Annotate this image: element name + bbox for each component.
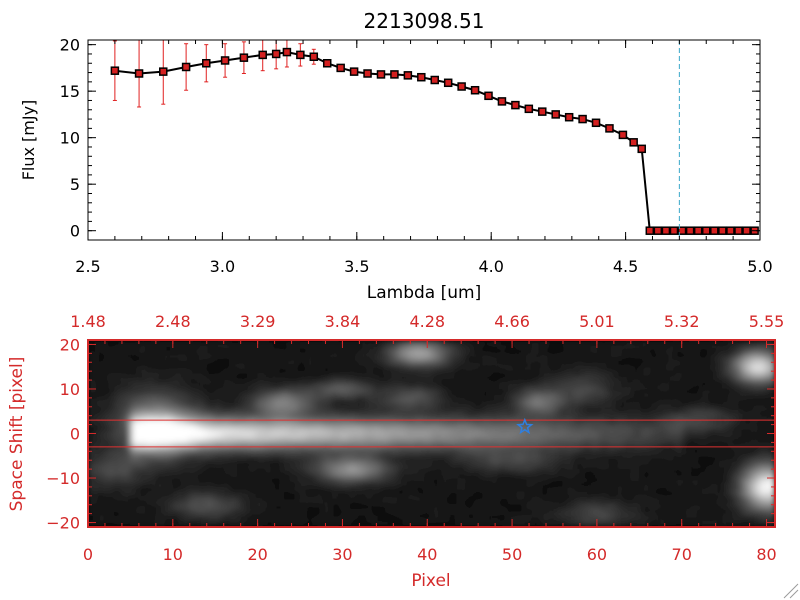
top-wavelength-tick-label: 5.01 (579, 312, 615, 331)
data-point (484, 91, 493, 101)
data-point (718, 226, 727, 235)
y-tick-label: 5 (70, 175, 80, 194)
top-wavelength-tick-label: 1.48 (70, 312, 106, 331)
spectrum-image-pixels (88, 340, 775, 527)
data-point (726, 226, 735, 235)
top-x-axis-label: Lambda [um] (367, 283, 481, 303)
x-tick-label: 30 (332, 545, 352, 564)
data-point (322, 59, 332, 68)
data-point (390, 70, 399, 79)
data-point (220, 56, 230, 65)
data-point (443, 78, 453, 88)
data-point (181, 62, 191, 72)
x-tick-label: 4.5 (613, 257, 638, 276)
x-tick-label: 50 (502, 545, 522, 564)
data-point (538, 107, 547, 116)
x-tick-label: 0 (83, 545, 93, 564)
top-y-axis-label: Flux [mJy] (19, 100, 38, 181)
top-wavelength-tick-label: 3.84 (325, 312, 361, 331)
data-point (349, 67, 359, 76)
top-wavelength-tick-label: 2.48 (155, 312, 191, 331)
x-tick-label: 60 (587, 545, 607, 564)
x-tick-label: 70 (672, 545, 692, 564)
data-point (734, 226, 743, 235)
data-point (701, 226, 711, 235)
data-point (693, 226, 703, 235)
y-tick-label: −10 (46, 469, 80, 488)
data-point (637, 144, 646, 154)
data-point (653, 226, 663, 235)
data-point (309, 52, 319, 61)
data-point (677, 226, 687, 235)
chart-title: 2213098.51 (364, 9, 485, 33)
top-wavelength-tick-label: 5.55 (749, 312, 785, 331)
x-tick-label: 4.0 (478, 257, 503, 276)
data-point (661, 226, 671, 235)
top-plot-frame (87, 39, 761, 241)
data-point (376, 70, 386, 79)
data-point (742, 226, 751, 235)
data-point (511, 100, 520, 110)
data-point (271, 49, 281, 59)
y-tick-label: 0 (70, 425, 80, 444)
data-point (669, 226, 679, 235)
x-tick-label: 40 (417, 545, 437, 564)
data-point (296, 50, 305, 60)
data-point (159, 67, 168, 76)
x-tick-label: 3.5 (344, 257, 369, 276)
y-tick-label: 0 (70, 222, 80, 241)
top-wavelength-tick-label: 3.29 (240, 312, 276, 331)
y-tick-label: 20 (60, 335, 80, 354)
data-point (618, 130, 628, 140)
x-tick-label: 80 (756, 545, 776, 564)
data-point (578, 114, 587, 124)
data-point (403, 71, 413, 80)
y-tick-label: −20 (46, 514, 80, 533)
star-marker (516, 417, 534, 435)
data-point (551, 110, 560, 119)
data-point (645, 226, 655, 235)
data-point (336, 63, 345, 73)
spectrum-image (88, 340, 775, 527)
data-point (564, 112, 574, 122)
top-wavelength-tick-label: 4.66 (494, 312, 530, 331)
bottom-y-axis-label: Space Shift [pixel] (7, 357, 27, 512)
x-tick-label: 3.0 (210, 257, 235, 276)
data-point (629, 138, 638, 147)
x-tick-label: 2.5 (75, 257, 100, 276)
data-point (457, 82, 466, 91)
data-point (363, 69, 372, 78)
data-point (110, 66, 120, 75)
data-point (239, 53, 249, 62)
top-wavelength-tick-label: 5.32 (664, 312, 700, 331)
y-tick-label: 10 (60, 129, 80, 148)
data-point (524, 104, 534, 114)
data-point (470, 85, 480, 95)
x-tick-label: 10 (163, 545, 183, 564)
data-point (202, 59, 211, 68)
bottom-x-axis-label: Pixel (411, 571, 450, 591)
data-point (430, 75, 440, 85)
data-point (282, 47, 292, 57)
data-point (710, 226, 719, 235)
y-tick-label: 10 (60, 380, 80, 399)
data-point (417, 72, 426, 82)
data-point (605, 124, 614, 133)
top-wavelength-tick-label: 4.28 (409, 312, 445, 331)
data-point (685, 226, 695, 235)
data-point (258, 50, 267, 60)
data-point (497, 97, 507, 106)
resize-grip-icon[interactable] (783, 583, 799, 599)
data-point (591, 118, 601, 128)
y-tick-label: 20 (60, 36, 80, 55)
bottom-axis-ticks: 0 1.48 10 2.48 20 3.29 30 3.84 40 4.28 50 4.66 60 5.0… (46, 312, 784, 564)
y-tick-label: 15 (60, 82, 80, 101)
spectrum-plot (110, 40, 759, 235)
spectrum-image-overlays (88, 417, 775, 448)
top-axis-ticks: 2.5 3.0 3.5 4.0 4.5 5.0 0 5 10 15 20 (60, 36, 773, 276)
x-tick-label: 5.0 (747, 257, 772, 276)
x-tick-label: 20 (247, 545, 267, 564)
data-point (134, 69, 144, 78)
